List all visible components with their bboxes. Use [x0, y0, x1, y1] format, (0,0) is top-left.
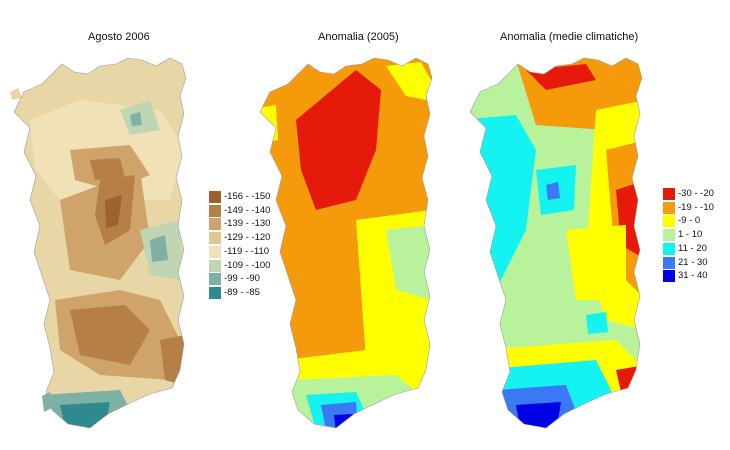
legend-label: -89 - -85 [224, 286, 260, 298]
legend-label: -149 - -140 [224, 204, 271, 216]
legend-swatch [209, 245, 221, 258]
legend-swatch [209, 218, 221, 231]
legend-swatch [209, 286, 221, 299]
legend-swatch [209, 191, 221, 203]
legend-swatch [663, 256, 675, 269]
legend-swatch [209, 232, 221, 245]
legend-label: -129 - -120 [224, 232, 271, 244]
panel-title-anomalia-2005: Anomalia (2005) [318, 31, 399, 43]
map-anomalia-2005 [260, 58, 432, 428]
legend-entry: -139 - -130 [209, 218, 271, 231]
legend-swatch [663, 188, 675, 200]
legend-label: -109 - -100 [224, 259, 271, 271]
legend-label: 31 - 40 [678, 270, 708, 282]
legend-label: -99 - -90 [224, 273, 260, 285]
legend-swatch [663, 215, 675, 228]
legend-entry: -109 - -100 [209, 259, 271, 272]
legend-entry: -149 - -140 [209, 204, 271, 217]
legend-entry: 31 - 40 [663, 270, 708, 283]
legend-swatch [209, 204, 221, 217]
legend-entry: -129 - -120 [209, 232, 271, 245]
legend-swatch [209, 259, 221, 272]
map-anomalia-medie [470, 58, 642, 428]
legend-entry: -119 - -110 [209, 245, 270, 258]
legend-label: -9 - 0 [678, 215, 701, 227]
panel-title-agosto-2006: Agosto 2006 [88, 31, 150, 43]
legend-label: -119 - -110 [224, 245, 270, 257]
legend-agosto-2006: -156 - -150 -149 - -140 -139 - -130 -129 - … [209, 191, 279, 301]
legend-entry: -19 - -10 [663, 201, 714, 214]
legend-label: 1 - 10 [678, 229, 703, 241]
legend-label: -156 - -150 [224, 191, 271, 202]
legend-swatch [663, 229, 675, 242]
legend-entry: -99 - -90 [209, 273, 260, 286]
legend-swatch [663, 201, 675, 214]
legend-swatch [663, 242, 675, 255]
legend-entry: 11 - 20 [663, 242, 707, 255]
legend-entry: -89 - -85 [209, 286, 260, 299]
legend-entry: -30 - -20 [663, 188, 714, 200]
legend-entry: -156 - -150 [209, 191, 270, 203]
legend-swatch [209, 273, 221, 286]
panel-title-anomalia-medie: Anomalia (medie climatiche) [500, 31, 639, 43]
legend-entry: 1 - 10 [663, 229, 703, 242]
legend-anomalia-medie: -30 - -20 -19 - -10 -9 - 0 1 - 10 11 - 20 21 … [663, 188, 729, 288]
legend-entry: -9 - 0 [663, 215, 701, 228]
map-agosto-2006 [10, 58, 186, 428]
legend-label: 21 - 30 [678, 256, 708, 268]
legend-label: 11 - 20 [678, 242, 707, 254]
legend-label: -139 - -130 [224, 218, 271, 230]
legend-label: -19 - -10 [678, 201, 714, 213]
legend-entry: 21 - 30 [663, 256, 708, 269]
legend-label: -30 - -20 [678, 188, 714, 199]
legend-swatch [663, 270, 675, 283]
